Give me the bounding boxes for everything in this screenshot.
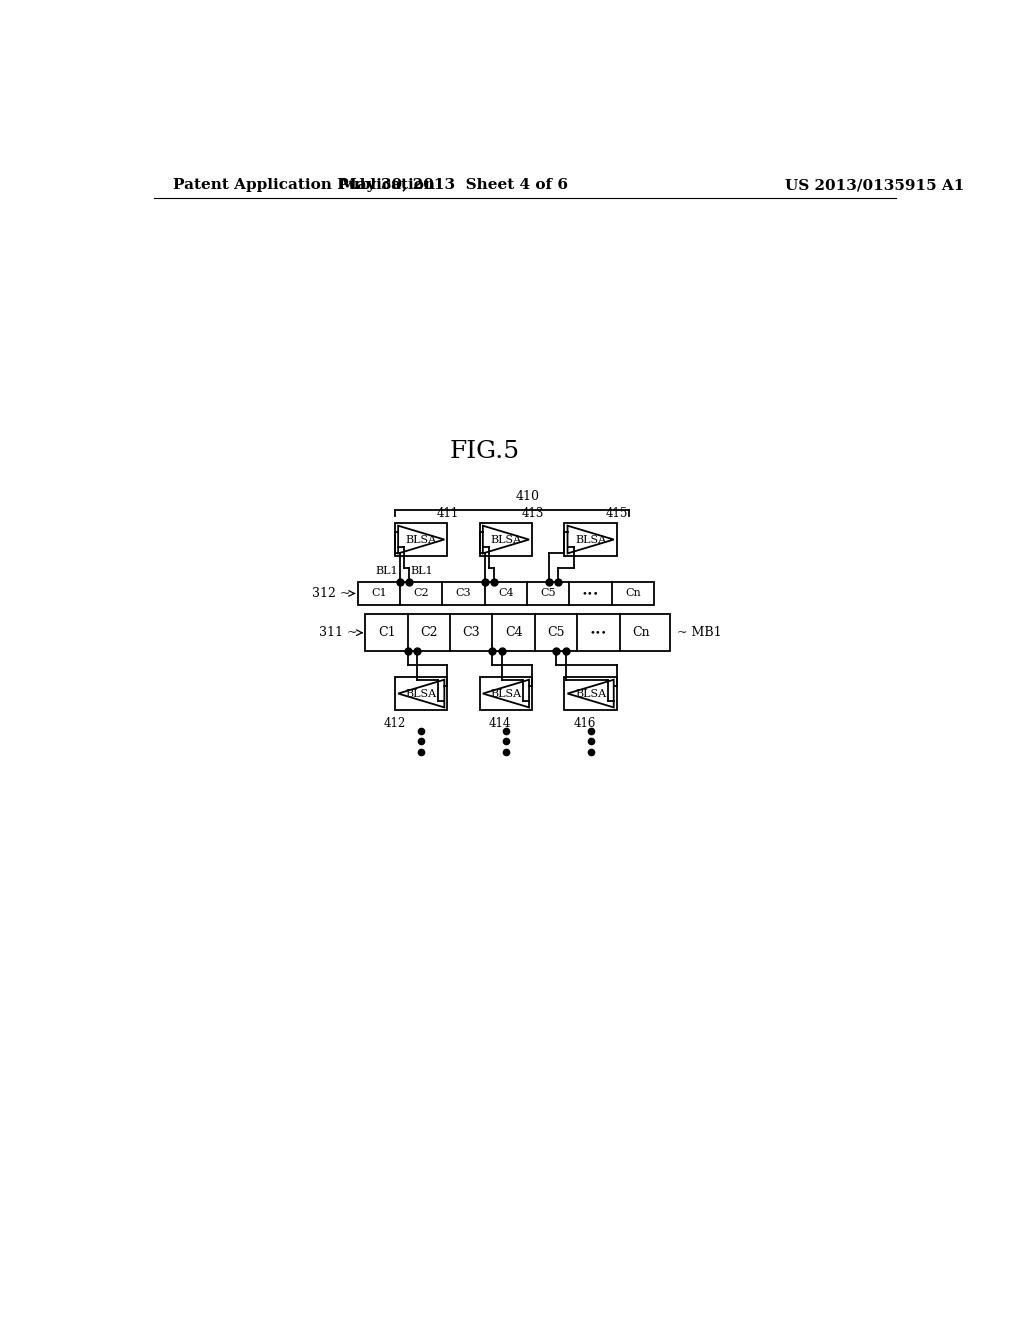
Text: ~ MB1: ~ MB1: [677, 626, 722, 639]
Bar: [480, 523, 532, 557]
Text: US 2013/0135915 A1: US 2013/0135915 A1: [785, 178, 965, 193]
Text: C4: C4: [498, 589, 514, 598]
Text: 413: 413: [521, 507, 544, 520]
Text: C5: C5: [547, 626, 564, 639]
Text: 414: 414: [488, 717, 511, 730]
Text: •••: •••: [590, 628, 607, 638]
Polygon shape: [398, 525, 444, 553]
Text: May 30, 2013  Sheet 4 of 6: May 30, 2013 Sheet 4 of 6: [340, 178, 568, 193]
Text: 311 ~: 311 ~: [319, 626, 357, 639]
Polygon shape: [567, 525, 613, 553]
Text: C1: C1: [371, 589, 387, 598]
Bar: [395, 677, 447, 710]
Text: C3: C3: [456, 589, 471, 598]
Text: BLSA: BLSA: [406, 535, 437, 545]
Polygon shape: [483, 525, 529, 553]
Bar: [395, 523, 447, 557]
Text: BLSA: BLSA: [490, 689, 521, 698]
Text: 415: 415: [606, 507, 629, 520]
Text: BLSA: BLSA: [575, 535, 606, 545]
Text: 411: 411: [436, 507, 459, 520]
Text: •••: •••: [582, 589, 599, 598]
Text: C4: C4: [505, 626, 522, 639]
Text: Patent Application Publication: Patent Application Publication: [173, 178, 435, 193]
Text: BLSA: BLSA: [406, 689, 437, 698]
Text: C2: C2: [420, 626, 437, 639]
Text: 410: 410: [515, 490, 540, 503]
Text: FIG.5: FIG.5: [450, 440, 520, 462]
Text: C2: C2: [414, 589, 429, 598]
Text: C1: C1: [378, 626, 395, 639]
Polygon shape: [398, 680, 444, 708]
Bar: [480, 677, 532, 710]
Text: 412: 412: [384, 717, 407, 730]
Bar: [357, 582, 654, 605]
Text: Cn: Cn: [625, 589, 641, 598]
Bar: [564, 677, 616, 710]
Text: 416: 416: [573, 717, 596, 730]
Text: C3: C3: [463, 626, 480, 639]
Text: 312 ~: 312 ~: [311, 587, 350, 601]
Text: BLSA: BLSA: [490, 535, 521, 545]
Bar: [366, 614, 670, 651]
Text: BL1: BL1: [411, 566, 433, 576]
Text: C5: C5: [541, 589, 556, 598]
Text: Cn: Cn: [632, 626, 649, 639]
Polygon shape: [567, 680, 613, 708]
Polygon shape: [483, 680, 529, 708]
Text: BL1: BL1: [376, 566, 398, 576]
Text: BLSA: BLSA: [575, 689, 606, 698]
Bar: [564, 523, 616, 557]
